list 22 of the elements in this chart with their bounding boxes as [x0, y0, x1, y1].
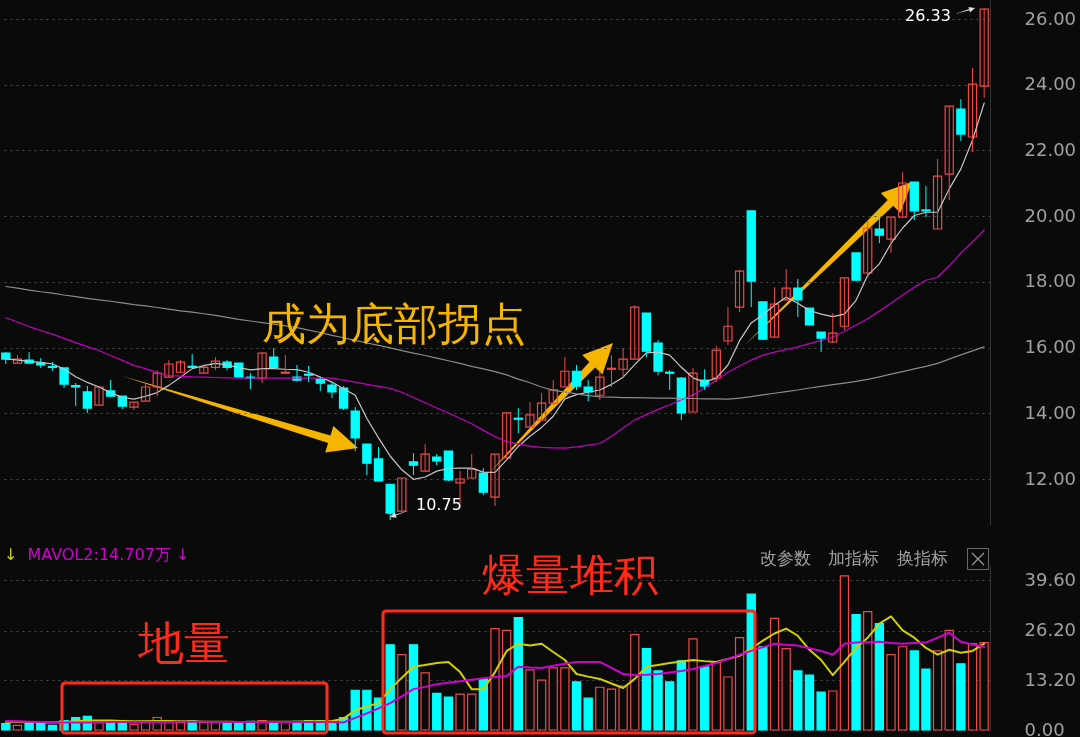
y-tick-label: 39.60	[1024, 568, 1077, 590]
text: ↓	[4, 545, 18, 564]
annotation: 成为底部拐点	[262, 298, 526, 349]
y-tick-label: 13.20	[1024, 668, 1077, 690]
y-tick-label: 26.20	[1024, 619, 1077, 641]
annotation: 加指标	[828, 548, 879, 568]
annotation: 10.75	[416, 495, 462, 514]
annotation: 换指标	[897, 548, 948, 568]
y-tick-label: 22.00	[1024, 138, 1077, 160]
annotation: 地量	[138, 616, 230, 670]
text: MAVOL2:14.707万 ↓	[27, 545, 190, 564]
y-tick-label: 18.00	[1024, 270, 1077, 292]
annotation: 26.33	[905, 6, 951, 25]
y-tick-label: 12.00	[1024, 467, 1077, 489]
annotation: 改参数	[760, 548, 811, 568]
y-tick-label: 24.00	[1024, 73, 1077, 95]
annotation: 爆量堆积	[482, 549, 658, 600]
y-tick-label: 26.00	[1024, 7, 1077, 29]
y-tick-label: 20.00	[1024, 204, 1077, 226]
y-tick-label: 0.00	[1024, 718, 1065, 737]
y-tick-label: 14.00	[1024, 401, 1077, 423]
y-tick-label: 16.00	[1024, 336, 1077, 358]
